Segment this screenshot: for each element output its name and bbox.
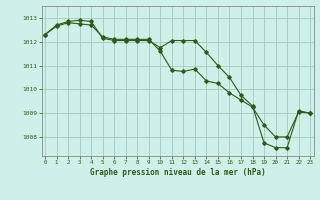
X-axis label: Graphe pression niveau de la mer (hPa): Graphe pression niveau de la mer (hPa) xyxy=(90,168,266,177)
